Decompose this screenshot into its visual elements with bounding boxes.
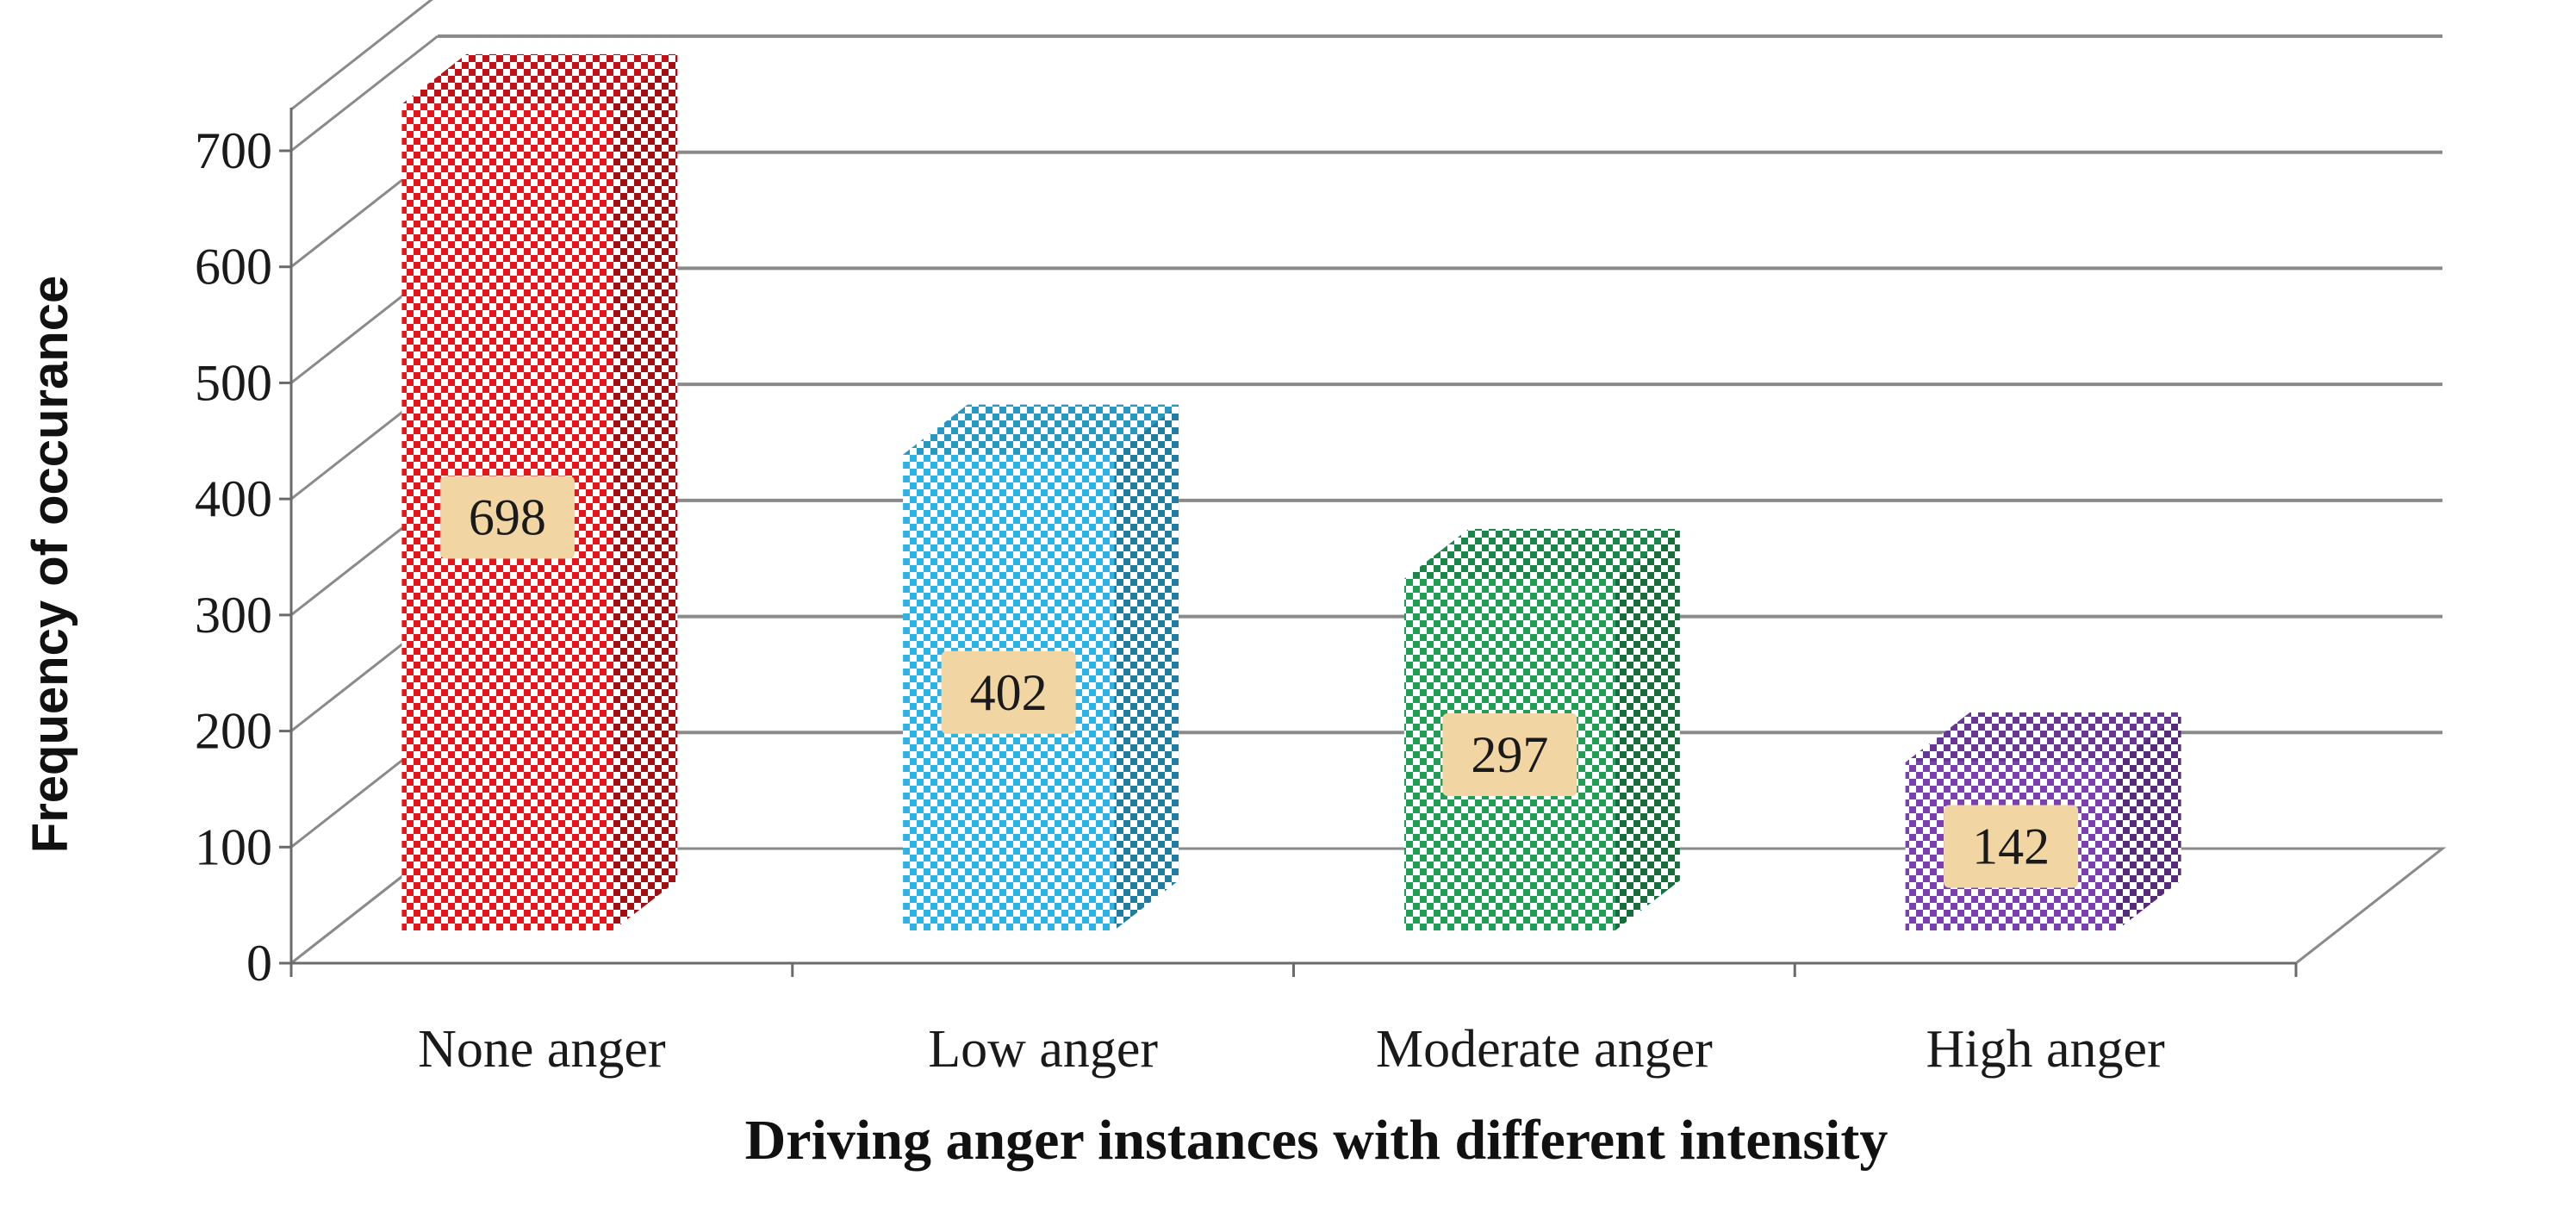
bar-top xyxy=(903,404,1179,455)
x-axis-label: Driving anger instances with different i… xyxy=(745,1109,1888,1172)
y-tick-label: 0 xyxy=(246,935,272,992)
y-tick-label: 200 xyxy=(195,703,272,760)
bar-side xyxy=(613,53,678,930)
labels-group: 698 402 297 142 xyxy=(439,476,2079,888)
y-axis-label: Frequency of occurance xyxy=(22,276,78,853)
x-tick-label: High anger xyxy=(1926,1020,2166,1079)
y-tick-label: 500 xyxy=(195,354,272,411)
data-label-box xyxy=(439,476,575,559)
data-label-box xyxy=(1442,712,1577,796)
bar-top xyxy=(1905,712,2181,762)
bar xyxy=(401,53,678,930)
bar-side xyxy=(2116,712,2181,930)
data-label: 402 xyxy=(970,664,1048,721)
bar xyxy=(1905,712,2181,930)
x-tick-label: None anger xyxy=(418,1020,666,1079)
data-label: 698 xyxy=(469,488,546,545)
bar-side xyxy=(1615,528,1680,930)
y-tick-label: 600 xyxy=(195,239,272,295)
bar-top xyxy=(1403,528,1680,579)
bar-top xyxy=(401,53,678,104)
y-tick-label: 300 xyxy=(195,587,272,644)
y-tick-label: 400 xyxy=(195,470,272,527)
bar-side xyxy=(1114,404,1179,930)
x-tick-label: Moderate anger xyxy=(1376,1020,1713,1079)
y-tick-label: 700 xyxy=(195,122,272,179)
x-tick-label: Low anger xyxy=(928,1020,1158,1079)
data-label-box xyxy=(1944,805,2079,888)
data-label: 142 xyxy=(1972,818,2050,874)
bars-group xyxy=(401,53,2181,930)
gridline-side-top xyxy=(290,0,433,111)
data-label-box xyxy=(941,650,1076,734)
bar xyxy=(903,404,1179,930)
gridline-side xyxy=(290,34,439,152)
axes: 0 100 200 300 400 500 600 700 None anger Low ange… xyxy=(195,108,2298,1079)
y-tick-label: 100 xyxy=(195,818,272,875)
data-label: 297 xyxy=(1471,726,1548,783)
